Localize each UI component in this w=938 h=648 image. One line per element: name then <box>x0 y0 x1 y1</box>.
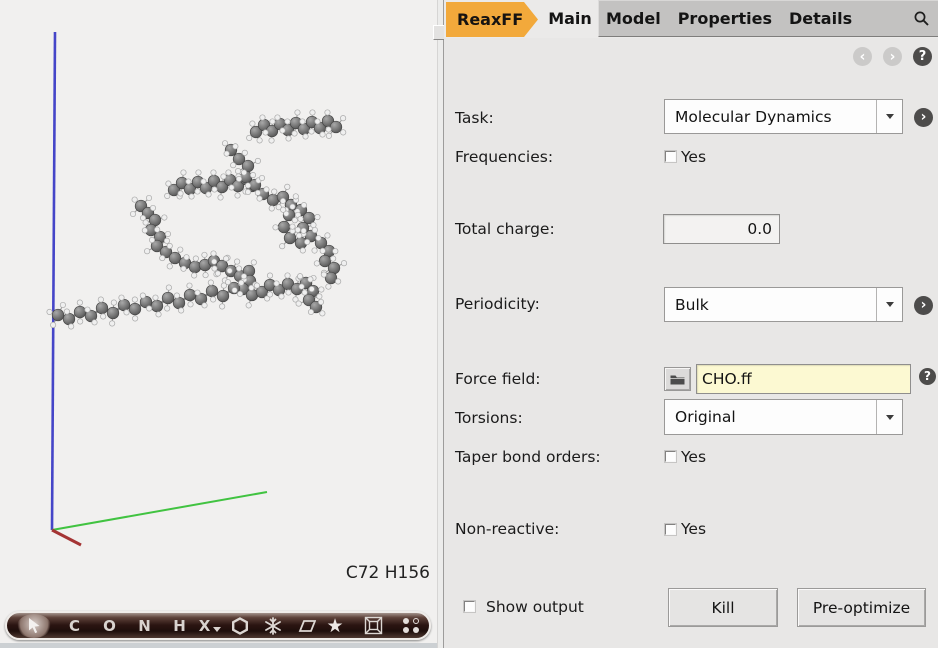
tab-properties[interactable]: Properties <box>677 9 773 28</box>
show-output-label: Show output <box>486 598 584 616</box>
tab-details[interactable]: Details <box>789 9 853 28</box>
force-field-input[interactable] <box>696 364 911 394</box>
task-value: Molecular Dynamics <box>675 107 832 126</box>
crystal-tool-button[interactable] <box>257 614 289 638</box>
non-reactive-checkbox[interactable] <box>664 523 677 536</box>
molecule-model <box>46 109 348 330</box>
periodicity-dropdown-arrow[interactable] <box>876 288 902 321</box>
element-h-button[interactable]: H <box>173 616 186 635</box>
toolbar-right-group: ★ <box>323 614 423 638</box>
periodicity-value: Bulk <box>675 295 709 314</box>
show-output-checkbox[interactable] <box>463 600 476 613</box>
kill-button[interactable]: Kill <box>668 588 778 627</box>
reaxff-brand-tab[interactable]: ReaxFF <box>446 2 538 37</box>
axis-green <box>51 491 268 531</box>
chevron-down-icon <box>213 627 222 632</box>
settings-panel: ReaxFF Main Model Properties Details ‹ ›… <box>444 0 938 648</box>
tab-main[interactable]: Main <box>548 9 592 28</box>
task-dropdown[interactable]: Molecular Dynamics <box>664 99 903 134</box>
total-charge-input[interactable] <box>663 214 780 244</box>
torsions-dropdown-arrow[interactable] <box>876 400 902 434</box>
history-forward-button[interactable]: › <box>883 47 902 66</box>
taper-bond-orders-checkbox[interactable] <box>664 450 677 463</box>
ring-tool-button[interactable] <box>223 614 257 638</box>
plane-tool-button[interactable] <box>289 614 323 638</box>
chevron-left-icon: ‹ <box>859 48 866 65</box>
frequencies-checkbox[interactable] <box>664 150 677 163</box>
hexagon-icon <box>232 616 249 635</box>
folder-icon <box>670 375 685 384</box>
element-c-button[interactable]: C <box>68 616 80 635</box>
axis-red <box>51 528 82 547</box>
periodicity-dropdown[interactable]: Bulk <box>664 287 903 322</box>
non-reactive-label: Non-reactive: <box>455 520 560 538</box>
task-label: Task: <box>455 109 494 127</box>
total-charge-label: Total charge: <box>455 220 555 238</box>
element-n-button[interactable]: N <box>138 616 151 635</box>
chevron-down-icon <box>885 114 894 119</box>
axes-gizmo <box>50 31 268 547</box>
search-button[interactable] <box>913 10 930 27</box>
force-field-label: Force field: <box>455 370 541 388</box>
pane-splitter[interactable] <box>437 0 444 648</box>
panel-help-button[interactable]: ? <box>913 47 932 66</box>
task-details-button[interactable]: › <box>914 108 933 127</box>
search-icon <box>914 11 929 26</box>
axis-blue <box>50 31 57 531</box>
torsions-value: Original <box>675 408 736 426</box>
perspective-box-icon <box>364 616 382 635</box>
tab-model[interactable]: Model <box>606 9 661 28</box>
snowflake-icon <box>265 616 281 635</box>
force-field-help-button[interactable]: ? <box>919 368 936 385</box>
chevron-right-icon: › <box>889 48 896 65</box>
periodicity-details-button[interactable]: › <box>914 296 933 315</box>
dots-grid-icon <box>402 618 420 633</box>
task-dropdown-arrow[interactable] <box>876 100 902 133</box>
non-reactive-yes-label: Yes <box>681 520 707 538</box>
question-mark-icon: ? <box>918 49 927 64</box>
chevron-down-icon <box>885 414 894 420</box>
frequencies-yes-label: Yes <box>681 148 707 166</box>
molecule-3d-viewport[interactable]: C72 H156 C O N H X <box>0 0 437 648</box>
favorites-button[interactable]: ★ <box>323 614 347 638</box>
taper-bond-orders-label: Taper bond orders: <box>455 448 601 466</box>
element-o-button[interactable]: O <box>103 616 116 635</box>
element-x-button[interactable]: X <box>197 614 223 638</box>
periodicity-label: Periodicity: <box>455 295 540 313</box>
chevron-down-icon <box>885 302 894 307</box>
torsions-dropdown[interactable]: Original <box>664 399 903 435</box>
element-x-label: X <box>198 616 211 635</box>
molecule-toolbar: C O N H X <box>5 611 431 640</box>
inactive-tabs-group: Model Properties Details <box>598 0 938 37</box>
pre-optimize-button[interactable]: Pre-optimize <box>797 588 926 627</box>
frequencies-label: Frequencies: <box>455 148 554 166</box>
more-tools-button[interactable] <box>399 614 423 638</box>
molecular-formula-label: C72 H156 <box>345 563 430 583</box>
molecule-scene <box>46 31 348 547</box>
taper-yes-label: Yes <box>681 448 707 466</box>
viewport-mode-button[interactable] <box>361 614 385 638</box>
viewer-bottom-strip <box>0 643 437 648</box>
browse-force-field-button[interactable] <box>664 367 691 391</box>
parallelogram-icon <box>298 619 316 632</box>
history-back-button[interactable]: ‹ <box>853 47 872 66</box>
tab-bar: ReaxFF Main Model Properties Details <box>444 0 938 38</box>
cursor-arrow-icon <box>28 618 39 634</box>
star-icon: ★ <box>326 614 344 637</box>
select-cursor-tool[interactable] <box>17 613 51 638</box>
torsions-label: Torsions: <box>455 409 523 427</box>
